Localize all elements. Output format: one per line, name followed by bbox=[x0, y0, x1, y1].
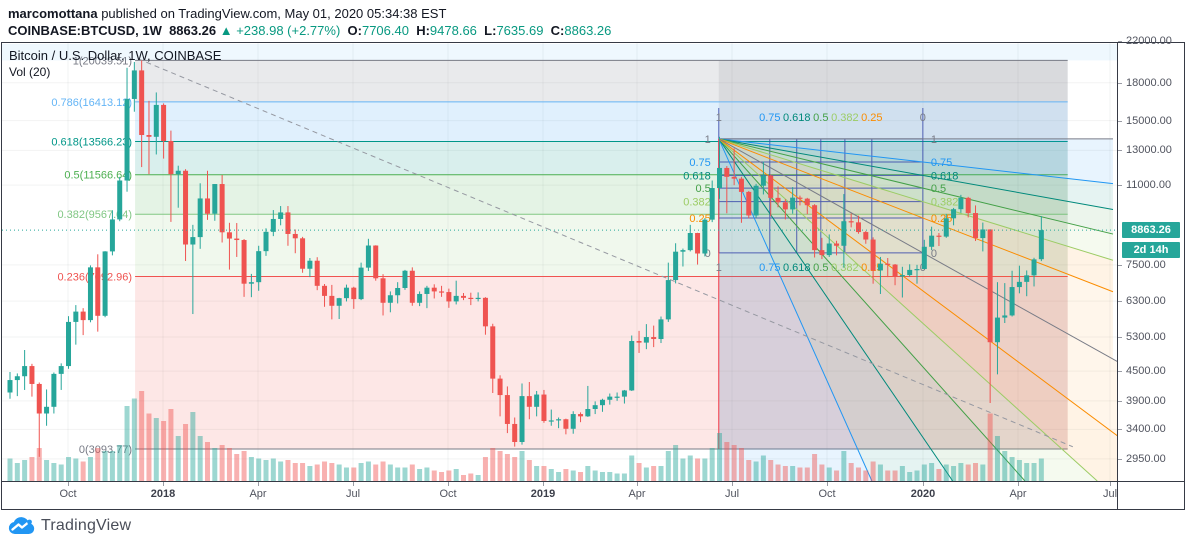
svg-text:0.382: 0.382 bbox=[831, 112, 859, 124]
price-axis-label: 18000.00 bbox=[1126, 76, 1172, 89]
svg-text:0.25: 0.25 bbox=[931, 213, 952, 225]
fib-retracement: 1(20039.51) 0.786(16413.12) 0.618(13566.23… bbox=[2, 44, 1117, 456]
svg-text:0.786(16413.12): 0.786(16413.12) bbox=[51, 97, 132, 109]
price-axis-label: 13000.00 bbox=[1126, 144, 1172, 157]
svg-text:0(3093.77): 0(3093.77) bbox=[79, 444, 132, 456]
svg-text:0.618: 0.618 bbox=[783, 262, 811, 274]
candlesticks bbox=[7, 60, 1044, 457]
svg-text:0.382: 0.382 bbox=[931, 197, 959, 209]
svg-text:0.75: 0.75 bbox=[759, 262, 780, 274]
close-label: C: bbox=[550, 23, 565, 38]
svg-text:0.618: 0.618 bbox=[931, 170, 959, 182]
svg-text:0.236(7092.96): 0.236(7092.96) bbox=[57, 271, 132, 283]
price-axis-label: 7500.00 bbox=[1126, 258, 1166, 271]
svg-text:0.75: 0.75 bbox=[759, 112, 780, 124]
volume-bars bbox=[7, 391, 1044, 481]
publisher-rest: published on TradingView.com, May 01, 20… bbox=[97, 6, 447, 21]
symbol-line: COINBASE:BTCUSD, 1W 8863.26 ▲ +238.98 (+… bbox=[8, 23, 611, 38]
trendline bbox=[137, 58, 1073, 448]
high-value: 9478.66 bbox=[429, 23, 477, 38]
svg-text:0.618: 0.618 bbox=[783, 112, 811, 124]
tradingview-cloud-icon bbox=[8, 517, 35, 535]
time-axis-label: Apr bbox=[249, 488, 267, 500]
svg-text:1(20039.51): 1(20039.51) bbox=[73, 55, 132, 67]
svg-text:1: 1 bbox=[705, 134, 711, 146]
time-axis-label: 2018 bbox=[150, 488, 176, 500]
time-axis-label: Oct bbox=[59, 488, 77, 500]
tradingview-brand-text: TradingView bbox=[41, 517, 132, 534]
time-axis-label: Jul bbox=[345, 488, 361, 500]
time-axis-label: 2019 bbox=[530, 488, 556, 500]
time-axis-label: Oct bbox=[818, 488, 836, 500]
time-axis-label: Jul bbox=[724, 488, 740, 500]
plot-area: 1(20039.51) 0.786(16413.12) 0.618(13566.23… bbox=[2, 43, 1117, 481]
svg-text:0.25: 0.25 bbox=[861, 112, 882, 124]
svg-text:0.382(9567.04): 0.382(9567.04) bbox=[57, 209, 132, 221]
grid-lines bbox=[2, 43, 1117, 481]
frame-left-border bbox=[1, 42, 2, 510]
low-label: L: bbox=[484, 23, 497, 38]
svg-text:1: 1 bbox=[716, 112, 722, 124]
price-change: +238.98 (+2.77%) bbox=[236, 23, 341, 38]
time-axis-label: Oct bbox=[439, 488, 457, 500]
last-price-badge: 8863.26 bbox=[1122, 222, 1180, 239]
high-label: H: bbox=[416, 23, 430, 38]
up-arrow-icon: ▲ bbox=[219, 23, 233, 38]
chart-title[interactable]: Bitcoin / U.S. Dollar, 1W, COINBASE bbox=[9, 48, 222, 63]
time-axis-label: Apr bbox=[1009, 488, 1027, 500]
price-axis-label: 5300.00 bbox=[1126, 331, 1166, 344]
svg-text:0.382: 0.382 bbox=[683, 197, 711, 209]
low-value: 7635.69 bbox=[496, 23, 544, 38]
last-price: 8863.26 bbox=[169, 23, 217, 38]
price-axis-label: 11000.00 bbox=[1126, 179, 1172, 192]
publisher-author: marcomottana bbox=[8, 6, 98, 21]
svg-text:1: 1 bbox=[716, 262, 722, 274]
date-range-box bbox=[718, 60, 1068, 450]
price-axis-label: 3400.00 bbox=[1126, 423, 1166, 436]
svg-text:0: 0 bbox=[920, 112, 926, 124]
svg-text:0.618(13566.23): 0.618(13566.23) bbox=[51, 137, 132, 149]
svg-text:0.382: 0.382 bbox=[831, 262, 859, 274]
svg-text:0.5(11566.64): 0.5(11566.64) bbox=[64, 170, 132, 182]
svg-text:0.5: 0.5 bbox=[931, 183, 946, 195]
price-axis-label: 6300.00 bbox=[1126, 295, 1166, 308]
svg-text:1: 1 bbox=[931, 134, 937, 146]
open-value: 7706.40 bbox=[361, 23, 409, 38]
svg-text:0.75: 0.75 bbox=[931, 157, 952, 169]
volume-indicator-label[interactable]: Vol (20) bbox=[9, 65, 51, 79]
bar-countdown-badge: 2d 14h bbox=[1122, 242, 1180, 259]
price-axis-label: 4500.00 bbox=[1126, 365, 1166, 378]
svg-text:0: 0 bbox=[705, 248, 711, 260]
price-axis[interactable]: 8863.26 2d 14h 22000.00 18000.00 15000.00 1… bbox=[1118, 35, 1184, 481]
svg-text:0.25: 0.25 bbox=[689, 213, 710, 225]
close-value: 8863.26 bbox=[564, 23, 612, 38]
time-axis[interactable]: Oct 2018 Apr Jul Oct 2019 Apr Jul Oct 2020 Apr Jul bbox=[2, 482, 1117, 508]
svg-text:0.618: 0.618 bbox=[683, 170, 711, 182]
price-axis-label: 15000.00 bbox=[1126, 114, 1172, 127]
price-axis-label: 2950.00 bbox=[1126, 452, 1166, 465]
svg-text:0.5: 0.5 bbox=[695, 183, 710, 195]
price-axis-separator[interactable] bbox=[1117, 42, 1118, 510]
time-axis-label: Apr bbox=[628, 488, 646, 500]
frame-top-border bbox=[1, 42, 1185, 43]
svg-text:0.75: 0.75 bbox=[689, 157, 710, 169]
svg-text:0.5: 0.5 bbox=[813, 262, 828, 274]
open-label: O: bbox=[347, 23, 362, 38]
price-axis-label: 22000.00 bbox=[1126, 35, 1172, 47]
time-axis-label: 2020 bbox=[910, 488, 936, 500]
symbol-name[interactable]: COINBASE:BTCUSD, 1W bbox=[8, 23, 162, 38]
price-axis-label: 3900.00 bbox=[1126, 394, 1166, 407]
frame-right-border bbox=[1184, 42, 1185, 510]
tradingview-logo[interactable]: TradingView bbox=[8, 515, 131, 537]
svg-text:0.5: 0.5 bbox=[813, 112, 828, 124]
publisher-line: marcomottana published on TradingView.co… bbox=[8, 6, 446, 21]
time-axis-separator[interactable] bbox=[1, 481, 1185, 482]
time-axis-label: Jul bbox=[1102, 488, 1118, 500]
frame-bottom-border bbox=[1, 509, 1185, 510]
svg-text:0: 0 bbox=[931, 248, 937, 260]
